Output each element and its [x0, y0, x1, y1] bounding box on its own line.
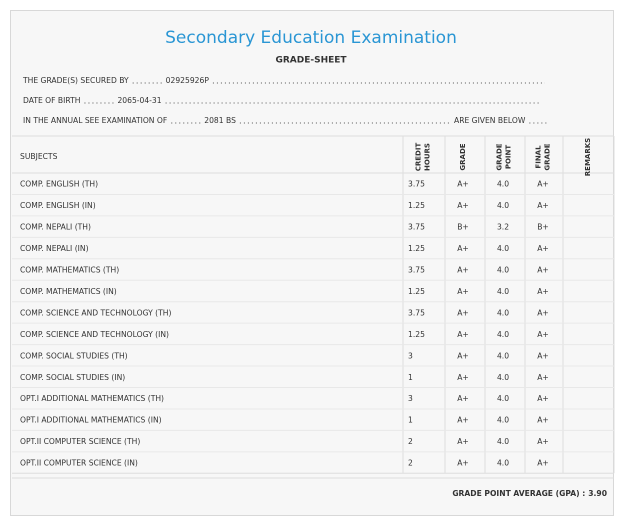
table-cell: 4.0	[497, 180, 509, 189]
info-value: 2081 BS	[204, 116, 236, 125]
table-cell: A+	[457, 330, 469, 339]
table-cell: 4.0	[497, 308, 509, 317]
table-cell: 1.25	[408, 244, 425, 253]
column-header: SUBJECTS	[20, 152, 58, 161]
table-cell: 4.0	[497, 437, 509, 446]
table-cell: A+	[537, 287, 549, 296]
table-cell: 4.0	[497, 416, 509, 425]
table-cell: A+	[457, 416, 469, 425]
table-cell: 3.75	[408, 266, 425, 275]
column-header: GRADE	[496, 143, 504, 170]
table-cell: COMP. SCIENCE AND TECHNOLOGY (IN)	[20, 330, 169, 339]
table-cell: A+	[457, 373, 469, 382]
table-cell: 4.0	[497, 266, 509, 275]
table-cell: 4.0	[497, 330, 509, 339]
table-cell: A+	[537, 416, 549, 425]
table-cell: 3.75	[408, 223, 425, 232]
column-header: HOURS	[424, 143, 432, 171]
table-cell: 4.0	[497, 351, 509, 360]
gpa-value: 3.90	[588, 489, 607, 498]
table-cell: B+	[457, 223, 469, 232]
table-cell: A+	[457, 180, 469, 189]
info-label: THE GRADE(S) SECURED BY	[22, 76, 129, 85]
table-cell: 1.25	[408, 201, 425, 210]
info-suffix: ARE GIVEN BELOW	[454, 116, 526, 125]
table-cell: A+	[457, 266, 469, 275]
gpa-label: GRADE POINT AVERAGE (GPA) :	[452, 489, 585, 498]
table-cell: COMP. MATHEMATICS (TH)	[20, 266, 119, 275]
info-value: 02925926P	[166, 76, 210, 85]
column-header: GRADE	[544, 143, 552, 170]
table-cell: A+	[537, 459, 549, 468]
table-cell: 3.75	[408, 180, 425, 189]
table-cell: OPT.II COMPUTER SCIENCE (TH)	[20, 437, 140, 446]
table-cell: COMP. ENGLISH (IN)	[20, 201, 96, 210]
table-cell: A+	[457, 459, 469, 468]
table-cell: A+	[537, 373, 549, 382]
info-value: 2065-04-31	[117, 96, 161, 105]
table-cell: 4.0	[497, 394, 509, 403]
table-cell: A+	[457, 351, 469, 360]
table-cell: A+	[537, 180, 549, 189]
table-cell: 3	[408, 394, 413, 403]
table-cell: A+	[537, 437, 549, 446]
table-cell: 3.75	[408, 308, 425, 317]
sheet-box	[10, 10, 614, 516]
table-cell: A+	[537, 351, 549, 360]
column-header: FINAL	[535, 145, 543, 169]
table-cell: A+	[457, 394, 469, 403]
table-cell: A+	[537, 266, 549, 275]
subtitle: GRADE-SHEET	[275, 56, 347, 66]
table-cell: 4.0	[497, 459, 509, 468]
table-cell: 1	[408, 373, 413, 382]
column-header: GRADE	[459, 143, 467, 170]
table-cell: B+	[537, 223, 549, 232]
table-cell: 3.2	[497, 223, 509, 232]
table-cell: A+	[537, 330, 549, 339]
title: Secondary Education Examination	[165, 28, 457, 48]
table-cell: A+	[537, 394, 549, 403]
table-cell: COMP. NEPALI (IN)	[20, 244, 89, 253]
table-cell: A+	[457, 308, 469, 317]
table-cell: COMP. SCIENCE AND TECHNOLOGY (TH)	[20, 308, 171, 317]
table-cell: OPT.I ADDITIONAL MATHEMATICS (IN)	[20, 416, 162, 425]
table-cell: 4.0	[497, 287, 509, 296]
table-cell: COMP. NEPALI (TH)	[20, 223, 91, 232]
info-label: DATE OF BIRTH	[23, 96, 80, 105]
table-cell: 1.25	[408, 287, 425, 296]
table-cell: A+	[457, 201, 469, 210]
table-cell: 4.0	[497, 373, 509, 382]
column-header: POINT	[505, 145, 513, 170]
table-cell: OPT.II COMPUTER SCIENCE (IN)	[20, 459, 138, 468]
table-cell: OPT.I ADDITIONAL MATHEMATICS (TH)	[20, 394, 164, 403]
table-cell: COMP. ENGLISH (TH)	[20, 180, 98, 189]
table-cell: A+	[537, 308, 549, 317]
column-header: REMARKS	[584, 138, 592, 176]
table-cell: 3	[408, 351, 413, 360]
table-cell: 1.25	[408, 330, 425, 339]
table-cell: A+	[537, 201, 549, 210]
table-cell: 2	[408, 459, 413, 468]
column-header: CREDIT	[415, 143, 423, 172]
table-cell: A+	[537, 244, 549, 253]
info-label: IN THE ANNUAL SEE EXAMINATION OF	[23, 116, 167, 125]
table-cell: COMP. SOCIAL STUDIES (IN)	[20, 373, 125, 382]
table-cell: COMP. SOCIAL STUDIES (TH)	[20, 351, 128, 360]
table-cell: 2	[408, 437, 413, 446]
table-cell: A+	[457, 437, 469, 446]
table-cell: COMP. MATHEMATICS (IN)	[20, 287, 117, 296]
table-cell: 1	[408, 416, 413, 425]
table-cell: 4.0	[497, 244, 509, 253]
table-cell: 4.0	[497, 201, 509, 210]
table-cell: A+	[457, 244, 469, 253]
table-cell: A+	[457, 287, 469, 296]
